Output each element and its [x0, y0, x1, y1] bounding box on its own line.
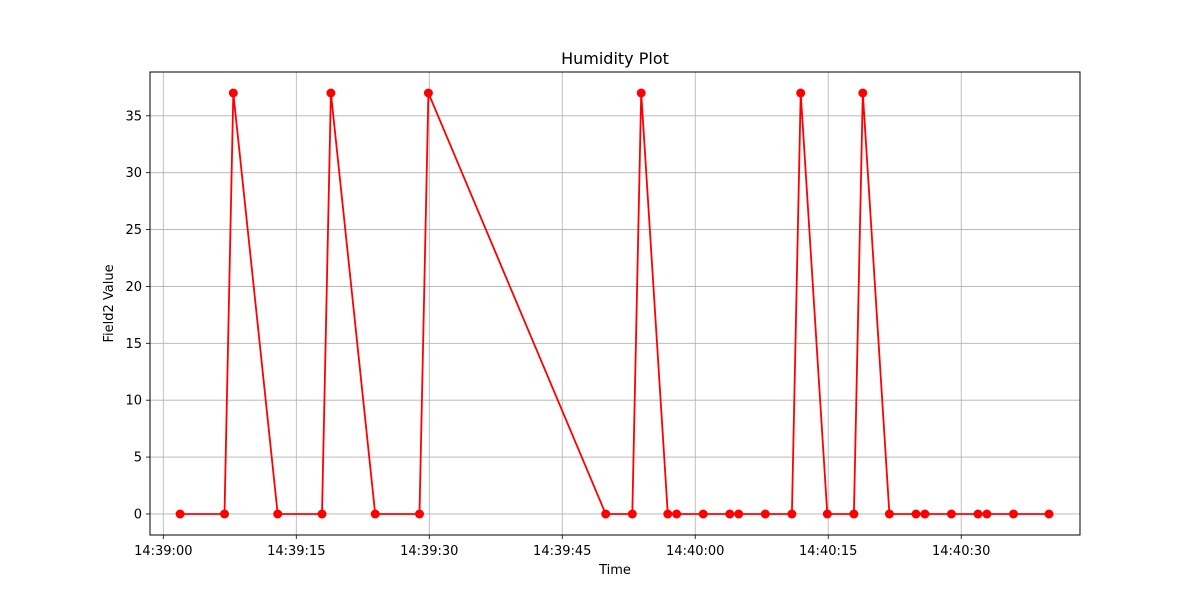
data-point	[370, 509, 380, 519]
data-point	[663, 509, 673, 519]
data-point	[317, 509, 327, 519]
y-axis-label: Field2 Value	[102, 264, 117, 342]
data-point	[1044, 509, 1054, 519]
data-point	[982, 509, 992, 519]
y-tick-label: 25	[125, 223, 142, 238]
data-point	[849, 509, 859, 519]
data-point	[273, 509, 283, 519]
x-tick-label: 14:39:15	[267, 544, 325, 559]
data-point	[796, 88, 806, 98]
data-point	[911, 509, 921, 519]
data-point	[601, 509, 611, 519]
data-point	[698, 509, 708, 519]
data-point	[228, 88, 238, 98]
x-tick-label: 14:39:30	[400, 544, 458, 559]
data-point	[787, 509, 797, 519]
data-point	[946, 509, 956, 519]
x-tick-label: 14:40:15	[799, 544, 857, 559]
data-point	[884, 509, 894, 519]
chart-title: Humidity Plot	[561, 49, 669, 68]
data-point	[734, 509, 744, 519]
plot-frame	[149, 71, 1081, 536]
plot-area	[150, 72, 1080, 535]
data-point	[175, 509, 185, 519]
series-layer	[175, 88, 1054, 519]
data-point	[220, 509, 229, 519]
x-axis-label: Time	[598, 563, 631, 578]
y-tick-label: 30	[125, 166, 142, 181]
data-point	[423, 88, 433, 98]
data-point	[627, 509, 637, 519]
data-point	[672, 509, 682, 519]
x-tick-label: 14:40:30	[932, 544, 990, 559]
data-point	[326, 88, 336, 98]
y-tick-label: 0	[134, 507, 142, 522]
x-tick-label: 14:39:00	[134, 544, 192, 559]
x-tick-label: 14:39:45	[533, 544, 591, 559]
y-tick-label: 35	[125, 109, 142, 124]
data-point	[1009, 509, 1018, 519]
y-tick-label: 20	[125, 280, 142, 295]
tick-layer: 14:39:00 14:39:15 14:39:30 14:39:45 14:40:00…	[125, 109, 990, 559]
data-point	[973, 509, 983, 519]
data-point	[822, 509, 832, 519]
data-point	[920, 509, 930, 519]
y-tick-label: 5	[134, 451, 142, 466]
data-point	[760, 509, 770, 519]
data-point	[636, 88, 646, 98]
y-tick-label: 10	[125, 394, 142, 409]
y-tick-label: 15	[125, 337, 142, 352]
data-point	[415, 509, 424, 519]
data-point	[858, 88, 868, 98]
x-tick-label: 14:40:00	[666, 544, 724, 559]
data-point	[725, 509, 735, 519]
